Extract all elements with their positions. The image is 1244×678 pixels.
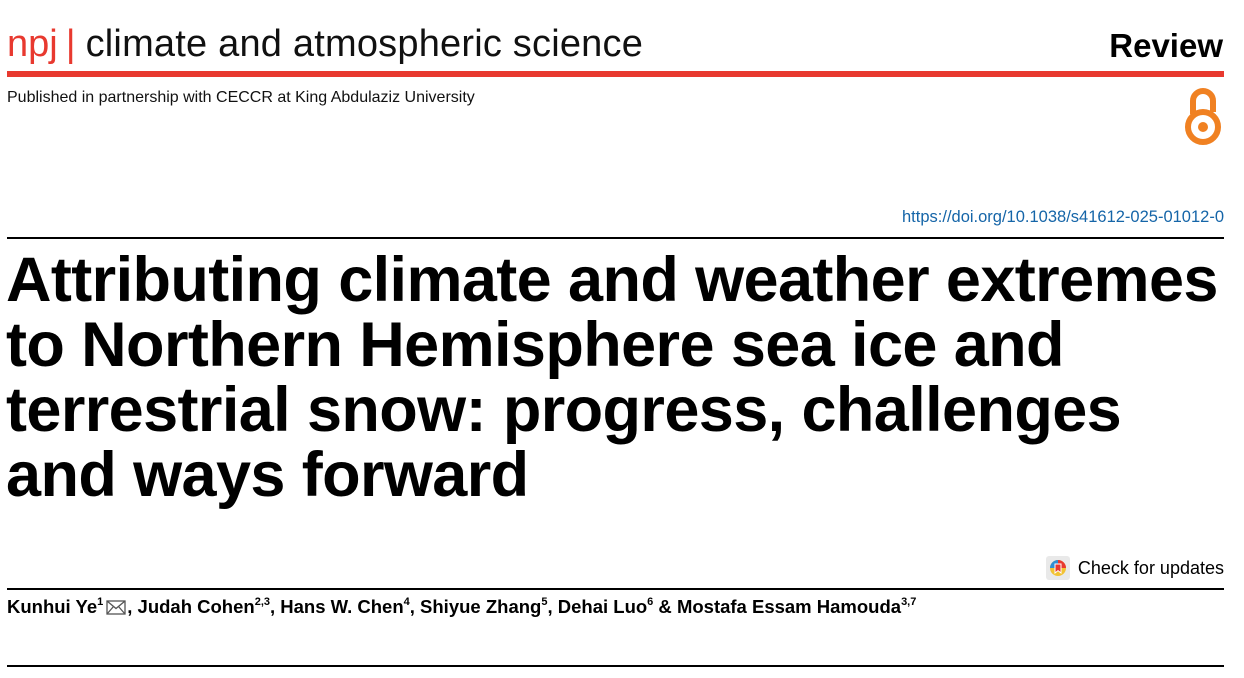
author-name[interactable]: Dehai Luo (557, 596, 648, 617)
section-divider (7, 665, 1224, 667)
title-divider (7, 237, 1224, 239)
authors-divider (7, 588, 1224, 590)
check-for-updates-icon (1045, 556, 1070, 580)
author-separator: , (547, 596, 558, 617)
author-name[interactable]: Hans W. Chen (280, 596, 404, 617)
header-divider (7, 71, 1224, 77)
partnership-note: Published in partnership with CECCR at K… (7, 89, 475, 106)
journal-logo: npj (7, 23, 58, 65)
article-title: Attributing climate and weather extremes… (6, 245, 1218, 510)
journal-bar: npj | climate and atmospheric science Revi… (7, 22, 1223, 66)
check-for-updates-label: Check for updates (1077, 557, 1224, 578)
email-icon[interactable] (106, 597, 126, 621)
author-separator: & (653, 596, 677, 617)
open-access-lock-icon (1183, 86, 1223, 148)
affiliation-marker[interactable]: 4 (403, 596, 410, 608)
affiliation-marker[interactable]: 2,3 (254, 596, 270, 608)
author-name[interactable]: Kunhui Ye (7, 596, 98, 617)
journal-name: climate and atmospheric science (85, 23, 644, 65)
author-separator: , (127, 596, 138, 617)
journal-brand[interactable]: npj | climate and atmospheric science (7, 22, 643, 66)
author-name[interactable]: Mostafa Essam Hamouda (676, 596, 902, 617)
author-separator: , (270, 596, 281, 617)
affiliation-marker[interactable]: 3,7 (901, 596, 917, 608)
affiliation-marker[interactable]: 6 (647, 596, 654, 608)
doi-link[interactable]: https://doi.org/10.1038/s41612-025-01012… (902, 208, 1224, 226)
check-for-updates-button[interactable]: Check for updates (1045, 555, 1224, 581)
author-list: Kunhui Ye1, Judah Cohen2,3, Hans W. Chen… (7, 595, 916, 621)
article-type-label: Review (1109, 27, 1223, 64)
author-name[interactable]: Judah Cohen (137, 596, 255, 617)
author-separator: , (409, 596, 421, 617)
affiliation-marker[interactable]: 1 (97, 596, 104, 608)
author-name[interactable]: Shiyue Zhang (420, 596, 542, 617)
affiliation-marker[interactable]: 5 (541, 596, 548, 608)
brand-separator: | (65, 23, 76, 65)
